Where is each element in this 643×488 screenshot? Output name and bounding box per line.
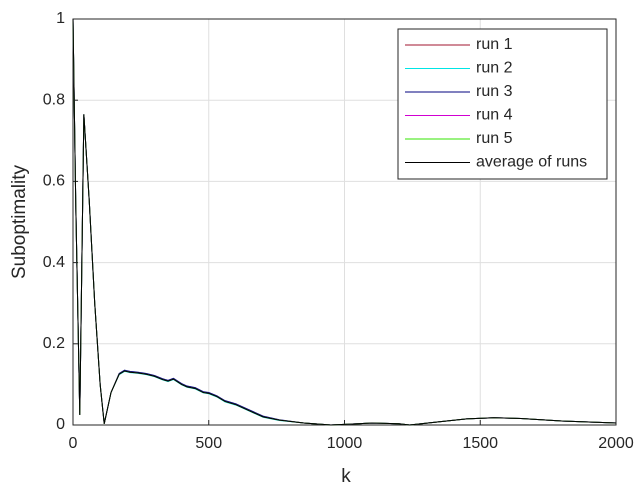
legend-label: run 2: [476, 60, 513, 77]
y-tick-label: 0.4: [43, 254, 65, 271]
y-tick-label: 0.2: [43, 335, 65, 352]
x-tick-label: 2000: [598, 435, 634, 452]
legend-label: run 3: [476, 83, 513, 100]
y-tick-label: 0.8: [43, 91, 65, 108]
series-line: [72, 18, 617, 426]
legend-label: run 5: [476, 130, 513, 147]
x-tick-label: 1000: [327, 435, 363, 452]
y-tick-label: 1: [56, 10, 65, 27]
legend-box: [397, 28, 608, 180]
y-axis-label: Suboptimality: [9, 164, 30, 279]
y-tick-label: 0: [56, 416, 65, 433]
x-tick-label: 500: [195, 435, 222, 452]
legend-label: run 1: [476, 36, 513, 53]
plot-frame: [72, 18, 617, 426]
legend-label: run 4: [476, 107, 513, 124]
legend-label: average of runs: [476, 154, 587, 171]
y-tick-label: 0.6: [43, 173, 65, 190]
x-tick-label: 0: [69, 435, 78, 452]
x-tick-label: 1500: [462, 435, 498, 452]
x-axis-label: k: [341, 466, 351, 487]
